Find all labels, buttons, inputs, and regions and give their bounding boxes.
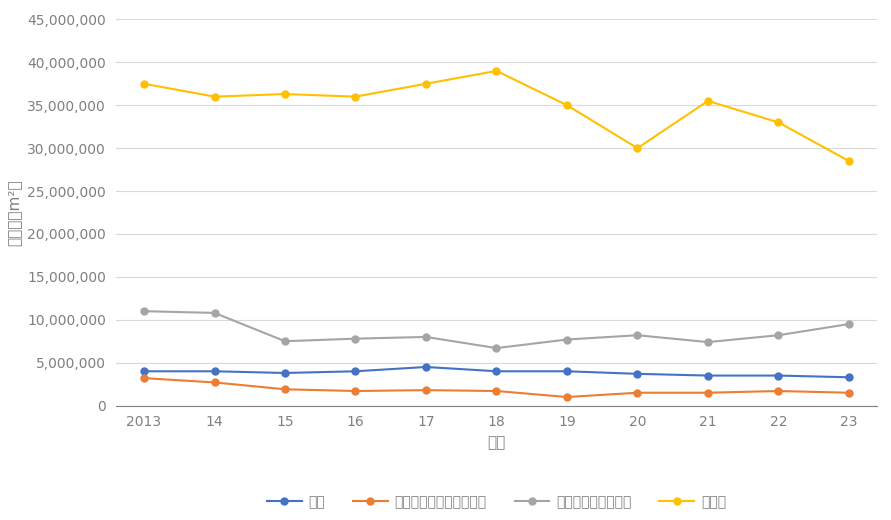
鉄骨鉄筋コンクリート造 — [139, 375, 150, 381]
木造 — [561, 368, 572, 374]
鉄骨造 — [209, 94, 220, 100]
鉄骨造 — [561, 102, 572, 108]
鉄骨鉄筋コンクリート造 — [280, 386, 290, 393]
Line: 木造: 木造 — [141, 363, 853, 381]
木造 — [844, 374, 854, 381]
鉄筋コンクリート造 — [844, 321, 854, 327]
鉄骨鉄筋コンクリート造 — [773, 388, 784, 394]
鉄筋コンクリート造 — [421, 334, 431, 340]
鉄骨造 — [139, 81, 150, 87]
X-axis label: 年度: 年度 — [487, 435, 505, 450]
木造 — [491, 368, 502, 374]
鉄骨鉄筋コンクリート造 — [421, 387, 431, 393]
鉄骨造 — [491, 68, 502, 74]
Line: 鉄骨造: 鉄骨造 — [141, 68, 853, 164]
鉄骨造 — [280, 91, 290, 97]
鉄骨鉄筋コンクリート造 — [703, 389, 714, 396]
Y-axis label: 床面積（m²）: 床面積（m²） — [6, 179, 21, 246]
Line: 鉄筋コンクリート造: 鉄筋コンクリート造 — [141, 308, 853, 352]
Legend: 木造, 鉄骨鉄筋コンクリート造, 鉄筋コンクリート造, 鉄骨造: 木造, 鉄骨鉄筋コンクリート造, 鉄筋コンクリート造, 鉄骨造 — [261, 490, 732, 515]
Line: 鉄骨鉄筋コンクリート造: 鉄骨鉄筋コンクリート造 — [141, 375, 853, 400]
鉄骨鉄筋コンクリート造 — [350, 388, 361, 394]
鉄骨鉄筋コンクリート造 — [632, 389, 642, 396]
鉄骨造 — [421, 81, 431, 87]
鉄骨造 — [773, 119, 784, 125]
鉄筋コンクリート造 — [139, 308, 150, 314]
木造 — [139, 368, 150, 374]
鉄筋コンクリート造 — [703, 339, 714, 345]
木造 — [280, 370, 290, 376]
鉄骨鉄筋コンクリート造 — [561, 394, 572, 400]
木造 — [632, 371, 642, 377]
鉄筋コンクリート造 — [632, 332, 642, 339]
鉄骨鉄筋コンクリート造 — [491, 388, 502, 394]
鉄筋コンクリート造 — [491, 345, 502, 351]
鉄骨鉄筋コンクリート造 — [209, 379, 220, 385]
木造 — [773, 372, 784, 379]
鉄筋コンクリート造 — [209, 310, 220, 316]
木造 — [421, 364, 431, 370]
鉄筋コンクリート造 — [773, 332, 784, 339]
鉄骨造 — [632, 145, 642, 151]
鉄筋コンクリート造 — [280, 338, 290, 344]
鉄筋コンクリート造 — [561, 336, 572, 343]
木造 — [350, 368, 361, 374]
鉄骨鉄筋コンクリート造 — [844, 389, 854, 396]
鉄骨造 — [844, 158, 854, 164]
鉄筋コンクリート造 — [350, 335, 361, 342]
木造 — [703, 372, 714, 379]
鉄骨造 — [703, 98, 714, 104]
鉄骨造 — [350, 94, 361, 100]
木造 — [209, 368, 220, 374]
